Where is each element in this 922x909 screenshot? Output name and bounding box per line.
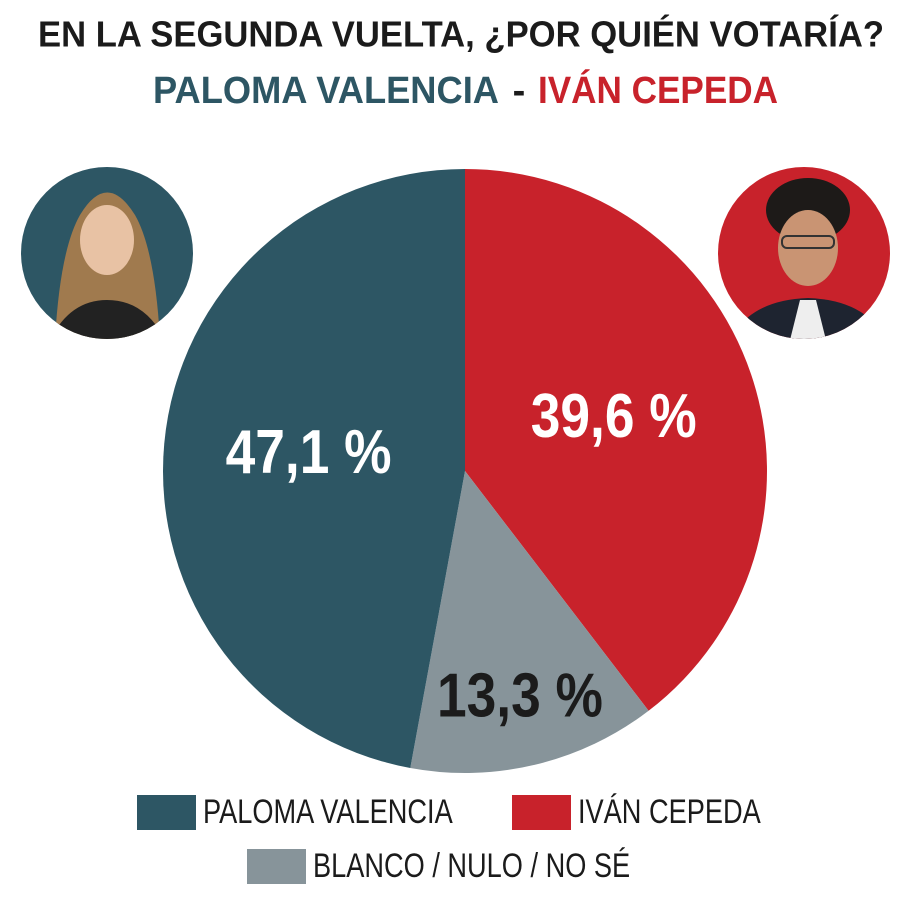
legend-swatch xyxy=(137,795,196,830)
legend-label: IVÁN CEPEDA xyxy=(578,792,761,831)
data-label: 13,3 % xyxy=(437,662,603,731)
chart-title: EN LA SEGUNDA VUELTA, ¿POR QUIÉN VOTARÍA… xyxy=(38,14,884,55)
data-label: 47,1 % xyxy=(226,418,392,487)
portrait-right xyxy=(718,167,890,339)
pie-slice xyxy=(465,169,767,711)
legend-swatch xyxy=(512,795,571,830)
subtitle-separator: - xyxy=(513,70,526,112)
subtitle-name: PALOMA VALENCIA xyxy=(153,70,499,112)
pie-slice xyxy=(163,169,465,769)
portrait-left xyxy=(21,167,193,339)
subtitle-name: IVÁN CEPEDA xyxy=(538,68,778,112)
legend-swatch xyxy=(247,849,306,884)
legend-label: PALOMA VALENCIA xyxy=(203,792,453,831)
pie-slice xyxy=(410,471,649,773)
data-label: 39,6 % xyxy=(531,382,697,451)
legend-label: BLANCO / NULO / NO SÉ xyxy=(313,846,630,885)
